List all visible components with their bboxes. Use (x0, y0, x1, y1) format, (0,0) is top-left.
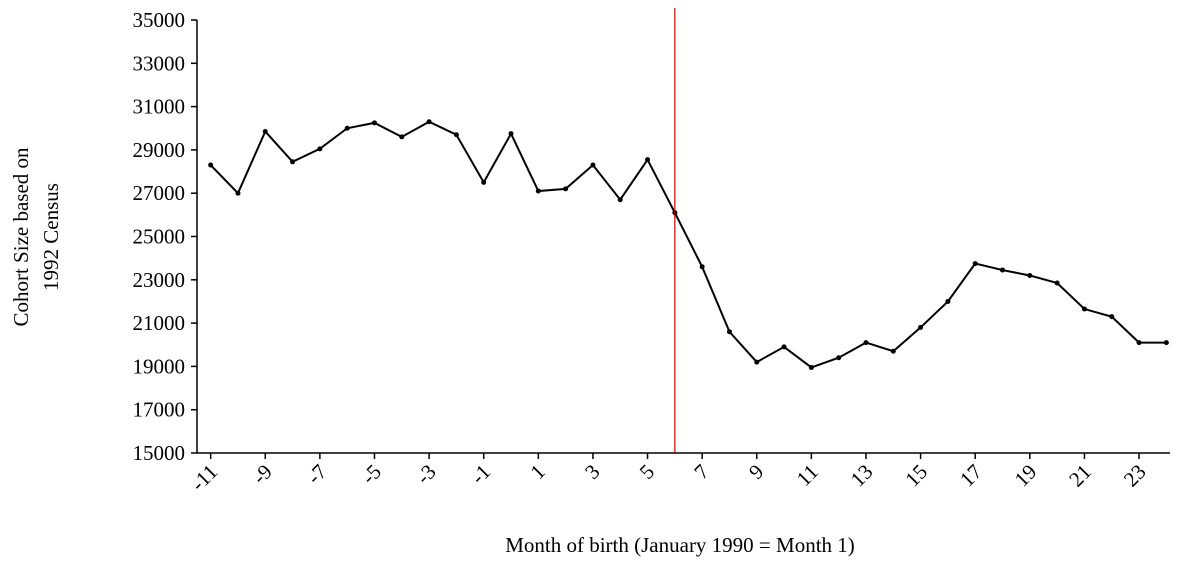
data-point (508, 131, 514, 137)
data-point (617, 197, 623, 203)
y-tick-label: 25000 (133, 225, 186, 249)
data-point (399, 134, 405, 140)
data-point (808, 364, 814, 370)
x-tick-label: 17 (955, 460, 987, 492)
x-tick-label: 15 (900, 460, 932, 492)
y-tick-label: 19000 (133, 354, 186, 378)
data-point (890, 348, 896, 354)
x-tick-label: 5 (635, 460, 659, 484)
data-point (863, 340, 869, 346)
x-tick-label: -5 (357, 460, 386, 489)
x-tick-label: -9 (247, 460, 276, 489)
data-point (371, 120, 377, 126)
x-tick-label: 9 (744, 460, 768, 484)
y-tick-label: 31000 (133, 95, 186, 119)
data-point (344, 125, 350, 131)
data-point (563, 186, 569, 192)
data-point (945, 298, 951, 304)
x-tick-label: -7 (302, 460, 331, 489)
data-point (1109, 314, 1115, 320)
data-point (426, 119, 432, 125)
x-tick-label: 7 (689, 460, 713, 484)
y-tick-label: 23000 (133, 268, 186, 292)
x-tick-label: 13 (846, 460, 878, 492)
x-tick-label: -3 (411, 460, 440, 489)
x-tick-label: -1 (466, 460, 495, 489)
data-point (208, 162, 214, 168)
x-tick-label: -11 (186, 460, 222, 496)
data-point (481, 179, 487, 185)
x-tick-label: 21 (1064, 460, 1096, 492)
y-axis-title: Cohort Size based on (9, 147, 33, 327)
y-tick-label: 17000 (133, 398, 186, 422)
data-point (590, 162, 596, 168)
x-tick-label: 1 (525, 460, 549, 484)
data-point (535, 188, 541, 194)
y-tick-label: 35000 (133, 8, 186, 32)
y-tick-label: 15000 (133, 441, 186, 465)
x-axis-title: Month of birth (January 1990 = Month 1) (505, 533, 855, 557)
y-axis-title: 1992 Census (39, 183, 63, 291)
data-point (754, 359, 760, 365)
data-point (1027, 272, 1033, 278)
x-tick-label: 19 (1010, 460, 1042, 492)
data-point (972, 261, 978, 267)
data-point (781, 344, 787, 350)
data-point (918, 324, 924, 330)
y-tick-label: 27000 (133, 181, 186, 205)
data-point (262, 128, 268, 134)
data-point (726, 329, 732, 335)
data-point (317, 146, 323, 152)
x-tick-label: 3 (580, 460, 604, 484)
y-tick-label: 21000 (133, 311, 186, 335)
data-point (836, 355, 842, 361)
data-point (1054, 280, 1060, 286)
x-tick-label: 23 (1119, 460, 1151, 492)
data-point (699, 264, 705, 270)
data-point (1000, 267, 1006, 273)
data-point (1081, 306, 1087, 312)
y-tick-label: 33000 (133, 51, 186, 75)
data-line (209, 120, 1167, 369)
data-point (1136, 340, 1142, 346)
data-point (1163, 340, 1169, 346)
data-point (290, 159, 296, 165)
x-tick-label: 11 (792, 460, 823, 491)
data-point (645, 157, 651, 163)
data-point (235, 190, 241, 196)
y-tick-label: 29000 (133, 138, 186, 162)
data-point (453, 132, 459, 138)
